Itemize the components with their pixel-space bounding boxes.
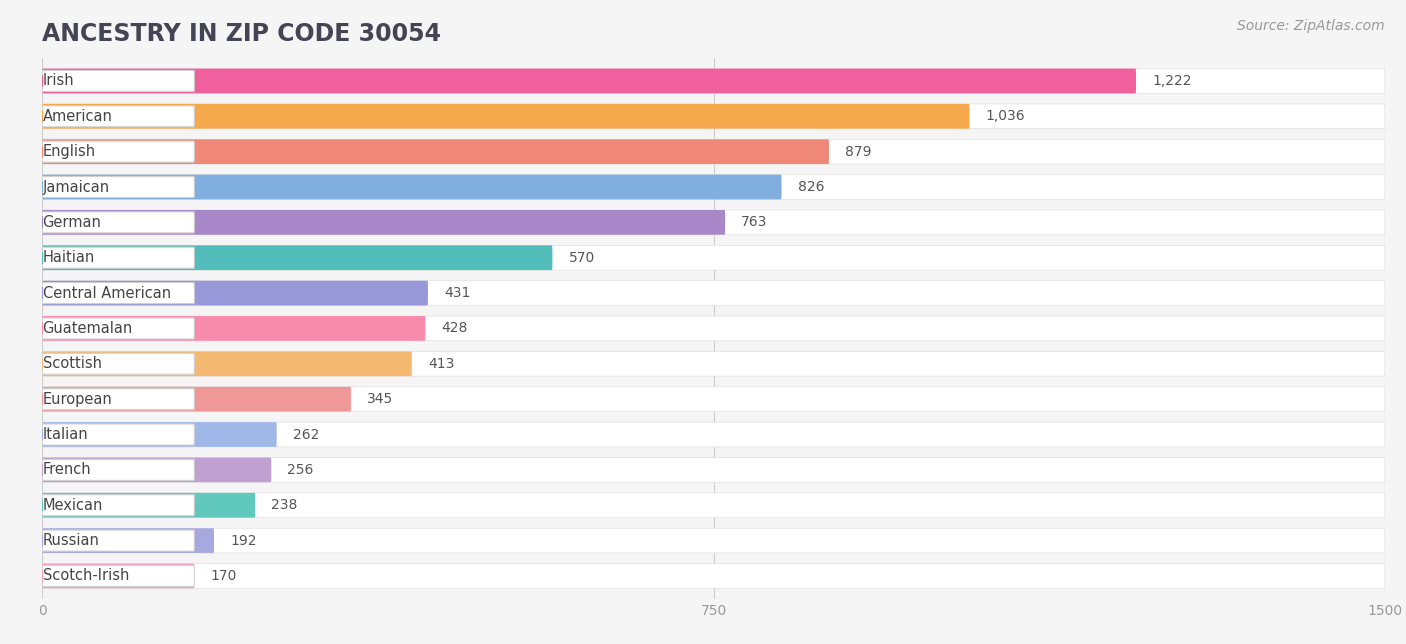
FancyBboxPatch shape — [42, 139, 830, 164]
FancyBboxPatch shape — [42, 564, 1385, 589]
FancyBboxPatch shape — [42, 175, 782, 200]
Text: 256: 256 — [287, 463, 314, 477]
FancyBboxPatch shape — [42, 493, 256, 518]
FancyBboxPatch shape — [42, 104, 1385, 129]
FancyBboxPatch shape — [42, 68, 1136, 93]
FancyBboxPatch shape — [42, 316, 1385, 341]
FancyBboxPatch shape — [42, 530, 194, 551]
FancyBboxPatch shape — [42, 141, 194, 162]
Text: 238: 238 — [271, 498, 298, 512]
FancyBboxPatch shape — [42, 457, 1385, 482]
FancyBboxPatch shape — [42, 176, 194, 198]
FancyBboxPatch shape — [42, 104, 970, 129]
FancyBboxPatch shape — [42, 528, 214, 553]
FancyBboxPatch shape — [42, 281, 427, 305]
Text: Irish: Irish — [42, 73, 75, 88]
FancyBboxPatch shape — [42, 493, 1385, 518]
FancyBboxPatch shape — [42, 422, 1385, 447]
Text: 826: 826 — [797, 180, 824, 194]
FancyBboxPatch shape — [42, 245, 1385, 270]
Text: 262: 262 — [292, 428, 319, 442]
Text: 1,222: 1,222 — [1152, 74, 1192, 88]
Text: European: European — [42, 392, 112, 406]
FancyBboxPatch shape — [42, 245, 553, 270]
FancyBboxPatch shape — [42, 247, 194, 269]
Text: Scotch-Irish: Scotch-Irish — [42, 569, 129, 583]
FancyBboxPatch shape — [42, 210, 725, 235]
Text: Guatemalan: Guatemalan — [42, 321, 132, 336]
FancyBboxPatch shape — [42, 457, 271, 482]
FancyBboxPatch shape — [42, 565, 194, 587]
Text: 413: 413 — [427, 357, 454, 371]
FancyBboxPatch shape — [42, 387, 1385, 412]
Text: 431: 431 — [444, 286, 471, 300]
FancyBboxPatch shape — [42, 352, 412, 376]
FancyBboxPatch shape — [42, 352, 1385, 376]
Text: Russian: Russian — [42, 533, 100, 548]
Text: English: English — [42, 144, 96, 159]
FancyBboxPatch shape — [42, 212, 194, 233]
Text: Scottish: Scottish — [42, 356, 101, 372]
Text: 763: 763 — [741, 215, 768, 229]
FancyBboxPatch shape — [42, 106, 194, 127]
Text: Italian: Italian — [42, 427, 89, 442]
Text: Jamaican: Jamaican — [42, 180, 110, 194]
FancyBboxPatch shape — [42, 318, 194, 339]
FancyBboxPatch shape — [42, 564, 194, 589]
Text: 192: 192 — [231, 534, 257, 547]
Text: Source: ZipAtlas.com: Source: ZipAtlas.com — [1237, 19, 1385, 33]
FancyBboxPatch shape — [42, 316, 425, 341]
Text: 170: 170 — [211, 569, 236, 583]
FancyBboxPatch shape — [42, 528, 1385, 553]
FancyBboxPatch shape — [42, 387, 352, 412]
FancyBboxPatch shape — [42, 495, 194, 516]
Text: Haitian: Haitian — [42, 251, 94, 265]
FancyBboxPatch shape — [42, 210, 1385, 235]
Text: 1,036: 1,036 — [986, 109, 1025, 123]
FancyBboxPatch shape — [42, 281, 1385, 305]
FancyBboxPatch shape — [42, 424, 194, 445]
FancyBboxPatch shape — [42, 175, 1385, 200]
Text: 345: 345 — [367, 392, 394, 406]
FancyBboxPatch shape — [42, 388, 194, 410]
Text: 570: 570 — [568, 251, 595, 265]
FancyBboxPatch shape — [42, 422, 277, 447]
Text: 428: 428 — [441, 321, 468, 336]
Text: French: French — [42, 462, 91, 477]
FancyBboxPatch shape — [42, 70, 194, 91]
Text: German: German — [42, 215, 101, 230]
Text: American: American — [42, 109, 112, 124]
Text: 879: 879 — [845, 145, 872, 158]
FancyBboxPatch shape — [42, 139, 1385, 164]
Text: Mexican: Mexican — [42, 498, 103, 513]
FancyBboxPatch shape — [42, 68, 1385, 93]
FancyBboxPatch shape — [42, 283, 194, 303]
Text: ANCESTRY IN ZIP CODE 30054: ANCESTRY IN ZIP CODE 30054 — [42, 23, 441, 46]
Text: Central American: Central American — [42, 285, 170, 301]
FancyBboxPatch shape — [42, 354, 194, 374]
FancyBboxPatch shape — [42, 459, 194, 480]
